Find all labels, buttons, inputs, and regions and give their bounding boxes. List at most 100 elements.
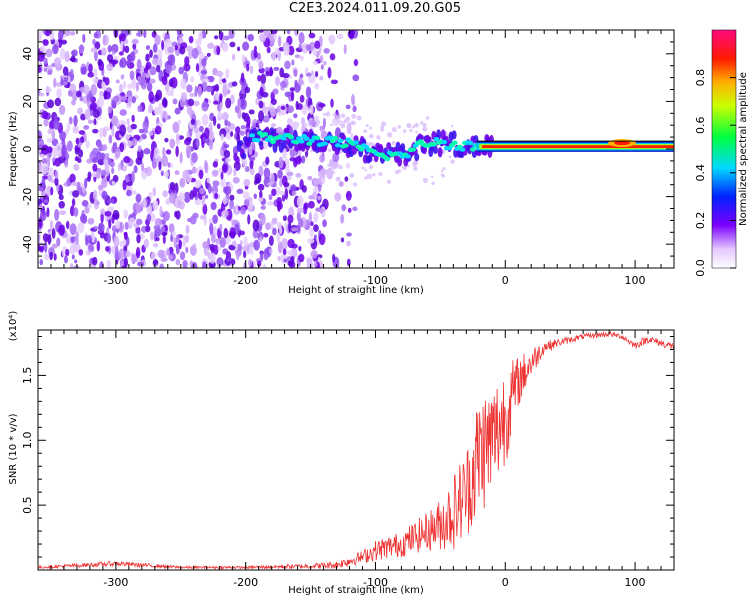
noise-speckle — [346, 240, 351, 247]
noise-speckle — [284, 91, 291, 98]
noise-speckle — [448, 155, 452, 159]
noise-speckle — [242, 41, 250, 51]
noise-speckle — [256, 52, 261, 60]
noise-speckle — [187, 217, 192, 223]
noise-speckle — [298, 253, 305, 263]
noise-speckle — [265, 222, 271, 231]
noise-speckle — [288, 221, 292, 233]
noise-speckle — [278, 156, 284, 169]
noise-speckle — [73, 115, 78, 127]
noise-speckle — [313, 224, 319, 232]
noise-speckle — [284, 188, 289, 200]
noise-speckle — [205, 86, 213, 93]
noise-speckle — [99, 232, 105, 239]
noise-speckle — [127, 83, 133, 90]
noise-speckle — [233, 167, 237, 177]
noise-speckle — [271, 217, 278, 222]
x-tick-label: 100 — [625, 274, 646, 287]
noise-speckle — [188, 35, 194, 44]
signal-blob — [327, 135, 334, 140]
noise-speckle — [213, 244, 219, 255]
noise-speckle — [244, 166, 250, 173]
x-tick-label: -200 — [233, 274, 258, 287]
noise-speckle — [166, 248, 171, 256]
noise-speckle — [361, 166, 365, 170]
noise-speckle — [316, 120, 321, 125]
noise-speckle — [62, 66, 69, 76]
noise-speckle — [442, 167, 446, 171]
noise-speckle — [150, 251, 157, 260]
noise-speckle — [92, 163, 98, 172]
noise-speckle — [161, 40, 165, 51]
noise-speckle — [123, 209, 128, 219]
noise-speckle — [38, 65, 42, 74]
noise-speckle — [299, 55, 304, 61]
noise-speckle — [72, 190, 80, 198]
noise-speckle — [244, 198, 250, 208]
noise-speckle — [51, 228, 56, 239]
noise-speckle — [338, 180, 344, 187]
noise-speckle — [135, 193, 142, 204]
noise-speckle — [209, 222, 214, 234]
noise-speckle — [93, 68, 98, 78]
noise-speckle — [241, 112, 246, 120]
noise-speckle — [213, 115, 217, 126]
noise-speckle — [52, 44, 59, 55]
noise-speckle — [258, 60, 264, 70]
noise-speckle — [152, 199, 159, 211]
noise-speckle — [277, 169, 283, 179]
noise-speckle — [193, 100, 200, 107]
noise-speckle — [281, 237, 288, 250]
noise-speckle — [121, 265, 127, 268]
noise-speckle — [347, 207, 352, 213]
noise-speckle — [81, 199, 89, 207]
noise-speckle — [54, 170, 59, 179]
noise-speckle — [78, 130, 86, 135]
noise-speckle — [163, 171, 169, 178]
noise-speckle — [259, 86, 264, 97]
snr-series-line — [38, 330, 674, 570]
noise-speckle — [64, 30, 71, 37]
noise-speckle — [45, 86, 52, 94]
noise-speckle — [208, 252, 216, 264]
noise-speckle — [69, 263, 74, 268]
noise-speckle — [225, 197, 229, 204]
noise-speckle — [113, 213, 120, 220]
noise-speckle — [345, 190, 352, 201]
noise-speckle — [72, 125, 80, 134]
colorbar: 0.0 0.2 0.4 0.6 0.8 Normalized spectral ampl… — [694, 29, 749, 277]
noise-speckle — [41, 158, 48, 165]
noise-speckle — [345, 104, 351, 110]
spectrogram-y-label: Frequency (Hz) — [8, 111, 19, 187]
noise-speckle — [47, 69, 53, 75]
noise-speckle — [125, 133, 130, 142]
noise-speckle — [256, 260, 262, 267]
noise-speckle — [191, 47, 199, 59]
signal-blob — [437, 147, 443, 158]
noise-speckle — [271, 123, 276, 128]
noise-speckle — [189, 92, 196, 98]
noise-speckle — [212, 180, 220, 187]
signal-blob — [400, 143, 406, 152]
noise-speckle — [115, 220, 121, 230]
noise-speckle — [183, 63, 191, 72]
noise-speckle — [253, 50, 258, 59]
noise-speckle — [178, 192, 186, 202]
signal-blob — [314, 135, 321, 141]
noise-speckle — [201, 58, 207, 67]
noise-speckle — [126, 189, 133, 197]
noise-speckle — [346, 122, 352, 135]
noise-speckle — [334, 192, 342, 202]
noise-speckle — [249, 65, 254, 74]
noise-speckle — [46, 137, 53, 143]
noise-speckle — [295, 100, 299, 110]
noise-speckle — [185, 246, 189, 254]
noise-speckle — [306, 258, 313, 268]
noise-speckle — [235, 203, 239, 216]
noise-speckle — [118, 248, 125, 259]
noise-speckle — [182, 170, 188, 181]
noise-speckle — [241, 245, 249, 252]
noise-speckle — [58, 194, 64, 201]
noise-speckle — [168, 192, 176, 204]
